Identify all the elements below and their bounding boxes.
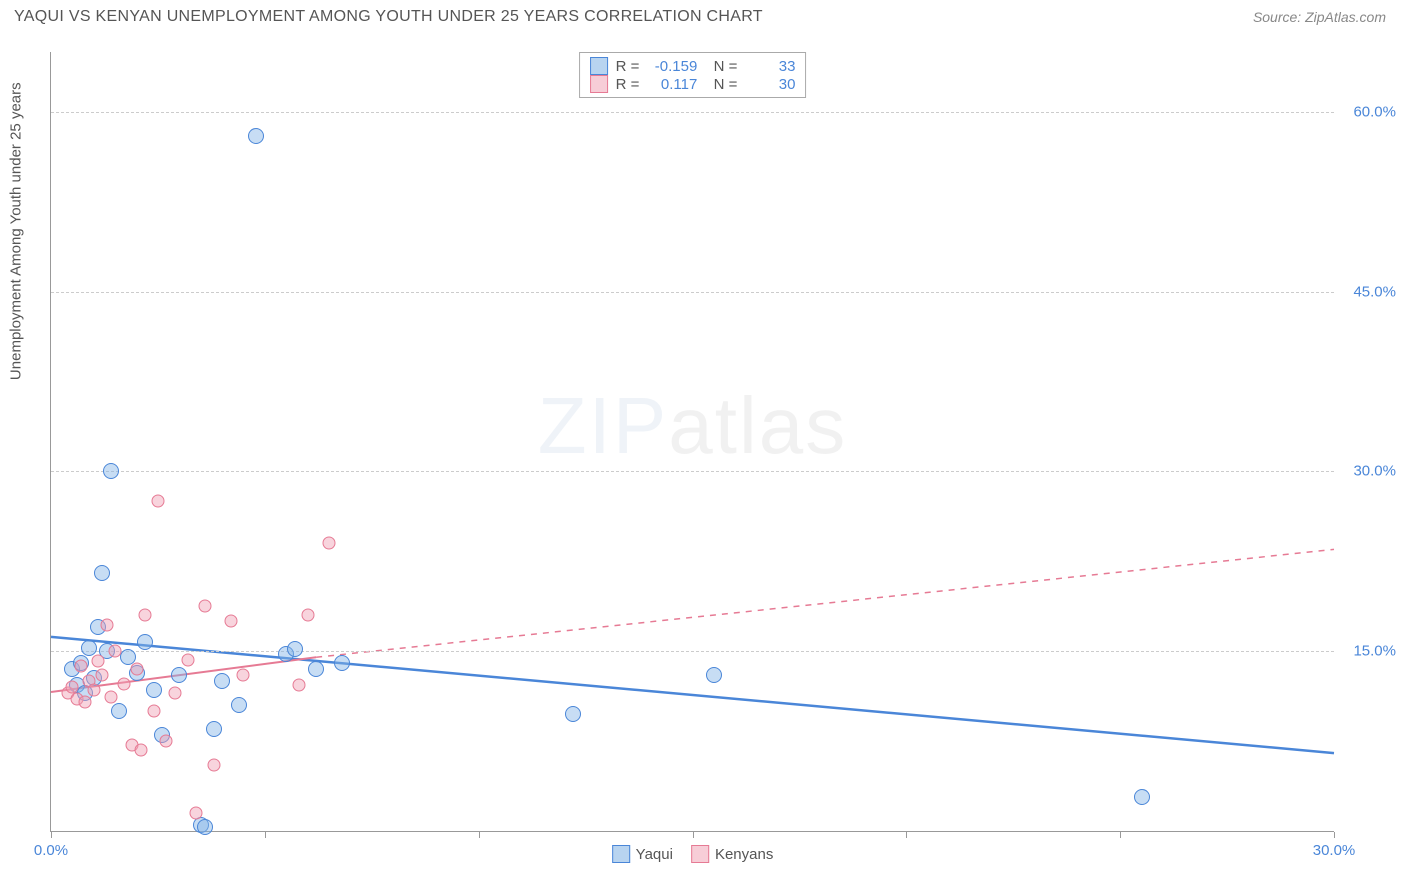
legend-item-kenyans: Kenyans xyxy=(691,845,773,863)
data-point xyxy=(206,721,222,737)
data-point xyxy=(169,687,182,700)
data-point xyxy=(117,677,130,690)
data-point xyxy=(130,663,143,676)
stats-legend: R = -0.159 N = 33 R = 0.117 N = 30 xyxy=(579,52,807,98)
data-point xyxy=(74,659,87,672)
watermark: ZIPatlas xyxy=(538,380,847,472)
data-point xyxy=(79,695,92,708)
swatch-kenyans-icon xyxy=(590,75,608,93)
data-point xyxy=(224,615,237,628)
x-tick-label: 0.0% xyxy=(34,842,68,859)
legend-item-yaqui: Yaqui xyxy=(612,845,673,863)
gridline xyxy=(51,112,1334,113)
data-point xyxy=(171,667,187,683)
data-point xyxy=(214,673,230,689)
series-legend: Yaqui Kenyans xyxy=(612,845,774,863)
y-tick-label: 45.0% xyxy=(1341,283,1396,300)
data-point xyxy=(139,609,152,622)
r-label: R = xyxy=(616,76,640,93)
data-point xyxy=(301,609,314,622)
trend-lines xyxy=(51,52,1334,831)
x-tick xyxy=(693,832,694,838)
data-point xyxy=(706,667,722,683)
n-value-kenyans: 30 xyxy=(745,76,795,93)
data-point xyxy=(94,565,110,581)
gridline xyxy=(51,292,1334,293)
data-point xyxy=(87,683,100,696)
swatch-yaqui-icon xyxy=(612,845,630,863)
r-value-yaqui: -0.159 xyxy=(647,58,697,75)
x-tick-label: 30.0% xyxy=(1313,842,1356,859)
data-point xyxy=(237,669,250,682)
chart-title: YAQUI VS KENYAN UNEMPLOYMENT AMONG YOUTH… xyxy=(14,8,763,26)
data-point xyxy=(147,705,160,718)
stats-row-kenyans: R = 0.117 N = 30 xyxy=(590,75,796,93)
x-tick xyxy=(51,832,52,838)
data-point xyxy=(137,634,153,650)
data-point xyxy=(81,640,97,656)
data-point xyxy=(151,495,164,508)
source-credit: Source: ZipAtlas.com xyxy=(1253,9,1386,25)
data-point xyxy=(207,759,220,772)
gridline xyxy=(51,471,1334,472)
data-point xyxy=(134,743,147,756)
stats-row-yaqui: R = -0.159 N = 33 xyxy=(590,57,796,75)
n-label: N = xyxy=(705,76,737,93)
x-tick xyxy=(479,832,480,838)
x-tick xyxy=(906,832,907,838)
data-point xyxy=(231,697,247,713)
data-point xyxy=(248,128,264,144)
data-point xyxy=(287,641,303,657)
data-point xyxy=(308,661,324,677)
data-point xyxy=(103,463,119,479)
swatch-yaqui-icon xyxy=(590,57,608,75)
data-point xyxy=(334,655,350,671)
y-tick-label: 60.0% xyxy=(1341,103,1396,120)
legend-label: Kenyans xyxy=(715,846,773,863)
swatch-kenyans-icon xyxy=(691,845,709,863)
gridline xyxy=(51,651,1334,652)
y-tick-label: 30.0% xyxy=(1341,463,1396,480)
data-point xyxy=(104,690,117,703)
legend-label: Yaqui xyxy=(636,846,673,863)
data-point xyxy=(1134,789,1150,805)
x-tick xyxy=(1120,832,1121,838)
r-value-kenyans: 0.117 xyxy=(647,76,697,93)
data-point xyxy=(293,678,306,691)
data-point xyxy=(100,618,113,631)
data-point xyxy=(181,653,194,666)
x-tick xyxy=(265,832,266,838)
data-point xyxy=(160,735,173,748)
n-label: N = xyxy=(705,58,737,75)
data-point xyxy=(96,669,109,682)
data-point xyxy=(565,706,581,722)
data-point xyxy=(198,599,211,612)
chart-plot-area: ZIPatlas R = -0.159 N = 33 R = 0.117 N =… xyxy=(50,52,1334,832)
r-label: R = xyxy=(616,58,640,75)
data-point xyxy=(146,682,162,698)
y-tick-label: 15.0% xyxy=(1341,643,1396,660)
data-point xyxy=(190,807,203,820)
x-tick xyxy=(1334,832,1335,838)
data-point xyxy=(92,654,105,667)
n-value-yaqui: 33 xyxy=(745,58,795,75)
data-point xyxy=(197,819,213,835)
data-point xyxy=(322,537,335,550)
data-point xyxy=(111,703,127,719)
y-axis-label: Unemployment Among Youth under 25 years xyxy=(8,82,25,380)
data-point xyxy=(109,645,122,658)
